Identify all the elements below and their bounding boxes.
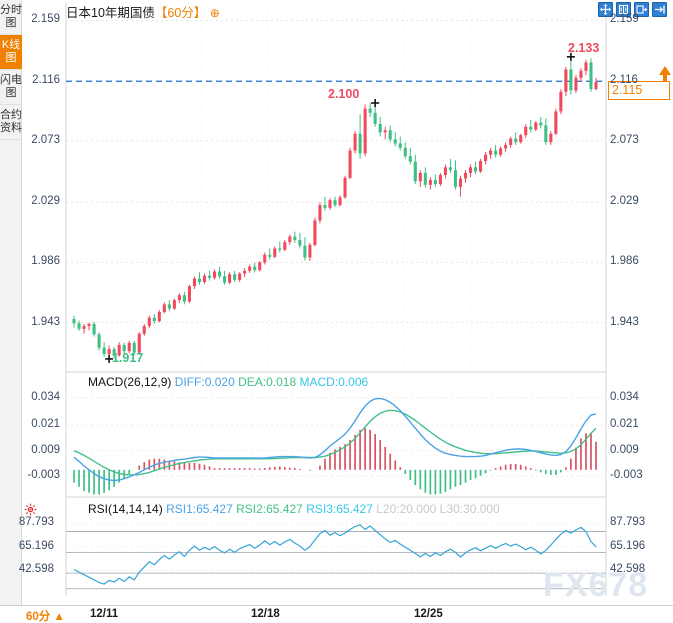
sidebar-item-label: 闪电图 (0, 74, 22, 99)
mid-high-marker (371, 98, 380, 107)
macd-dea-line (73, 409, 597, 476)
rsi-tick-right-0: 87.793 (610, 516, 646, 529)
rsi-title: RSI(14,14,14) (88, 502, 163, 516)
rsi-tick-left-2: 42.598 (18, 563, 54, 576)
timeframe-badge[interactable]: 60分 ▲ (26, 611, 65, 623)
chart-gridlines (65, 10, 607, 368)
price-tick-left-3: 2.029 (31, 195, 60, 208)
sidebar-item-label: K线图 (1, 39, 21, 64)
compare-icon[interactable] (634, 2, 649, 17)
macd-histogram (73, 428, 597, 495)
sidebar-item-timeshare[interactable]: 分时图 (0, 0, 22, 35)
macd-diff-line (73, 397, 597, 482)
low-marker (105, 354, 114, 363)
rsi-tick-left-1: 65.196 (18, 539, 54, 552)
price-tick-right-3: 2.029 (610, 195, 639, 208)
candlestick-series (72, 56, 598, 359)
macd-title: MACD(26,12,9) (88, 375, 172, 389)
price-tick-left-0: 2.159 (31, 13, 60, 26)
rsi-tick-left-0: 87.793 (18, 516, 54, 529)
price-annotation-low-2: 1.917 (112, 351, 144, 365)
sidebar-item-label: 分时图 (0, 4, 22, 29)
rsi1-value: RSI1:65.427 (166, 502, 233, 516)
macd-diff-value: DIFF:0.020 (174, 375, 235, 389)
time-tick-2: 12/25 (414, 608, 443, 620)
current-price-tag: 2.115 (608, 81, 670, 100)
rsi-l20-value: L20:20.000 (376, 502, 437, 516)
rsi3-value: RSI3:65.427 (306, 502, 373, 516)
macd-dea-value: DEA:0.018 (238, 375, 297, 389)
macd-tick-right-0: 0.034 (610, 390, 639, 403)
price-tick-right-2: 2.073 (610, 133, 639, 146)
price-tick-left-4: 1.986 (31, 255, 60, 268)
instrument-name: 日本10年期国债 (66, 6, 155, 20)
expand-right-icon[interactable] (652, 2, 667, 17)
price-annotation-high-0: 2.133 (568, 41, 600, 55)
chart-canvas (65, 2, 607, 596)
macd-legend: MACD(26,12,9) DIFF:0.020 DEA:0.018 MACD:… (88, 375, 368, 389)
price-tick-left-5: 1.943 (31, 315, 60, 328)
price-tick-left-1: 2.116 (32, 73, 60, 86)
price-arrow-icon (659, 66, 671, 75)
macd-tick-right-3: -0.003 (610, 469, 643, 482)
rsi-settings-gear-icon[interactable] (24, 503, 37, 516)
rsi-l30-value: L30:30.000 (439, 502, 500, 516)
rsi2-value: RSI2:65.427 (236, 502, 303, 516)
macd-macd-value: MACD:0.006 (299, 375, 369, 389)
high-marker (566, 52, 575, 61)
macd-tick-left-2: 0.009 (31, 443, 60, 456)
left-sidebar: 分时图 K线图闪电图合约资料 (0, 0, 22, 605)
sidebar-item-lightning[interactable]: 闪电图 (0, 70, 22, 105)
price-annotation-high-1: 2.100 (328, 87, 360, 101)
price-tick-right-5: 1.943 (610, 315, 639, 328)
macd-tick-right-1: 0.021 (610, 418, 639, 431)
rsi-tick-right-1: 65.196 (610, 539, 646, 552)
chart-plot-area[interactable] (22, 0, 673, 623)
rsi1-line (73, 524, 597, 585)
price-tick-right-4: 1.986 (610, 255, 639, 268)
crosshair-move-icon[interactable] (598, 2, 613, 17)
period-label: 【60分】 (154, 6, 207, 20)
price-tick-right-1: 2.116 (610, 73, 638, 86)
price-tick-right-0: 2.159 (610, 13, 639, 26)
measure-icon[interactable] (616, 2, 631, 17)
time-axis-bar: 60分 ▲ 12/11 12/18 12/25 (0, 605, 673, 623)
sidebar-item-contract-info[interactable]: 合约资料 (0, 105, 22, 140)
chart-toolbar[interactable] (598, 2, 667, 17)
time-tick-0: 12/11 (90, 608, 119, 620)
macd-tick-right-2: 0.009 (610, 443, 639, 456)
macd-tick-left-3: -0.003 (27, 469, 60, 482)
sidebar-item-candlestick[interactable]: K线图 (0, 35, 22, 70)
crosshair-target-icon[interactable]: ⊕ (209, 6, 220, 20)
page-title: 日本10年期国债【60分】 ⊕ (66, 2, 220, 21)
macd-tick-left-0: 0.034 (31, 390, 60, 403)
price-tick-left-2: 2.073 (31, 133, 60, 146)
time-tick-1: 12/18 (251, 608, 280, 620)
sidebar-item-label: 合约资料 (0, 109, 22, 134)
rsi-tick-right-2: 42.598 (610, 563, 646, 576)
macd-tick-left-1: 0.021 (31, 418, 60, 431)
rsi-legend: RSI(14,14,14) RSI1:65.427 RSI2:65.427 RS… (88, 502, 500, 516)
price-arrow-stem (663, 74, 667, 81)
